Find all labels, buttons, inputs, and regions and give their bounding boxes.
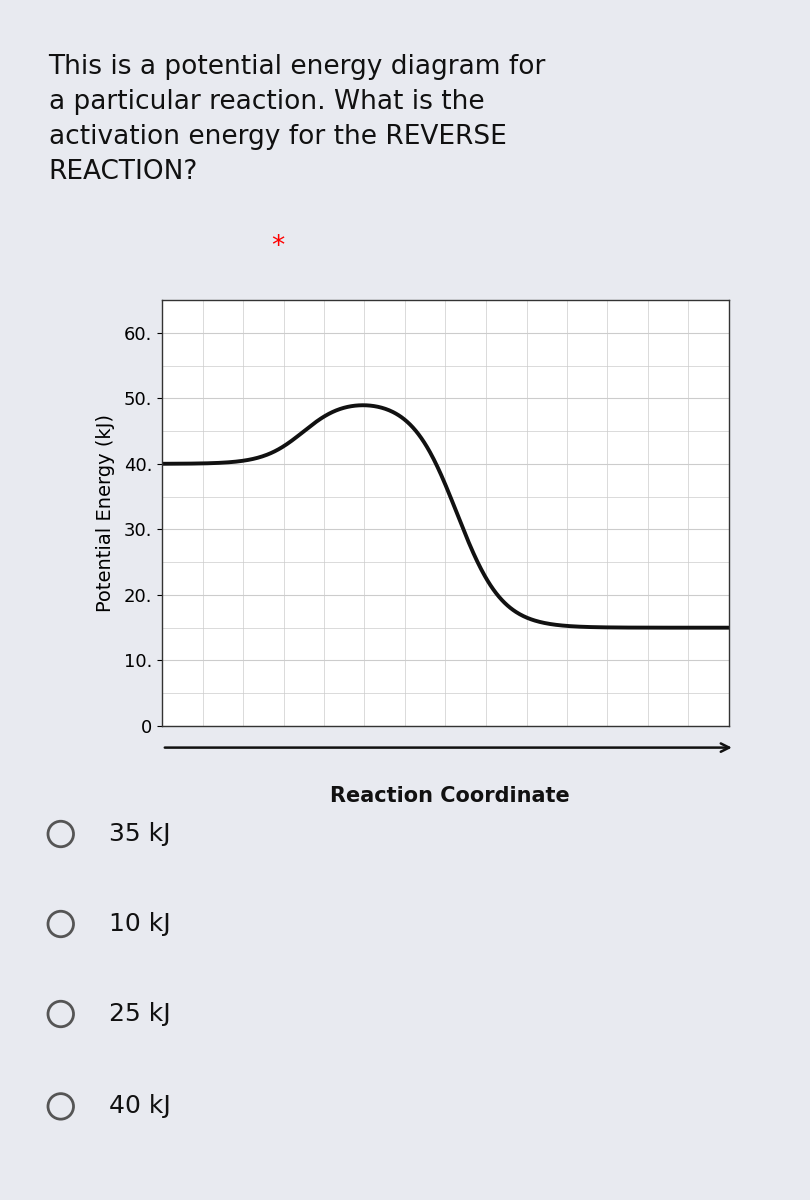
Text: 25 kJ: 25 kJ — [109, 1002, 171, 1026]
Y-axis label: Potential Energy (kJ): Potential Energy (kJ) — [96, 414, 116, 612]
Text: 10 kJ: 10 kJ — [109, 912, 171, 936]
Text: This is a potential energy diagram for
a particular reaction. What is the
activa: This is a potential energy diagram for a… — [49, 54, 546, 185]
Text: 40 kJ: 40 kJ — [109, 1094, 171, 1118]
Text: 35 kJ: 35 kJ — [109, 822, 171, 846]
Text: Reaction Coordinate: Reaction Coordinate — [330, 786, 569, 806]
Text: *: * — [271, 234, 284, 260]
